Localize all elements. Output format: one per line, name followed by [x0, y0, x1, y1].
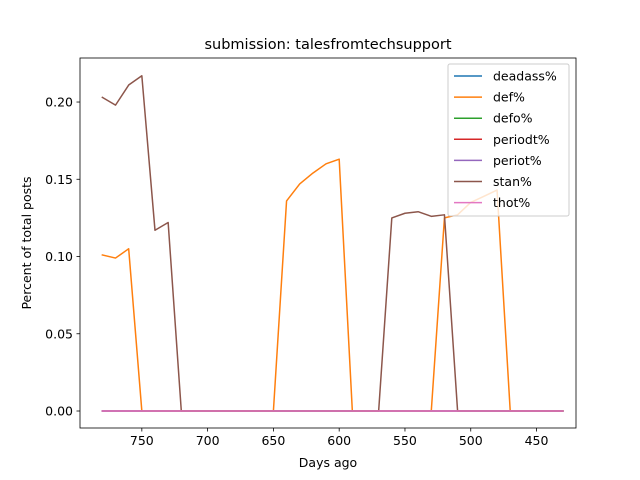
- series-layer: [101, 75, 564, 412]
- y-tick-label: 0.20: [45, 95, 73, 110]
- legend-label: thot%: [493, 195, 530, 210]
- legend-label: deadass%: [493, 69, 557, 84]
- x-tick-label: 550: [393, 433, 417, 448]
- legend-label: def%: [493, 90, 525, 105]
- legend-box: [447, 63, 570, 217]
- legend-label: periodt%: [493, 132, 550, 147]
- x-tick-label: 750: [130, 433, 154, 448]
- legend: deadass% def% defo% periodt% periot% stan% tho…: [447, 63, 570, 217]
- axes-frame: [79, 57, 577, 429]
- x-tick-label: 450: [525, 433, 549, 448]
- x-tick-label: 500: [459, 433, 483, 448]
- y-axis-ticks: 0.00 0.05 0.10 0.15 0.20: [45, 95, 80, 419]
- legend-label: stan%: [493, 174, 532, 189]
- legend-label: periot%: [493, 153, 542, 168]
- x-tick-label: 600: [327, 433, 351, 448]
- x-tick-label: 650: [261, 433, 285, 448]
- x-tick-label: 700: [196, 433, 220, 448]
- y-tick-label: 0.15: [45, 172, 73, 187]
- y-axis-label: Percent of total posts: [19, 176, 34, 309]
- y-tick-label: 0.00: [45, 404, 73, 419]
- y-tick-label: 0.10: [45, 249, 73, 264]
- x-axis-label: Days ago: [299, 455, 357, 470]
- chart-title: submission: talesfromtechsupport: [204, 37, 451, 53]
- x-axis-ticks: 750 700 650 600 550 500 450: [130, 428, 549, 448]
- y-tick-label: 0.05: [45, 326, 73, 341]
- legend-label: defo%: [493, 111, 533, 126]
